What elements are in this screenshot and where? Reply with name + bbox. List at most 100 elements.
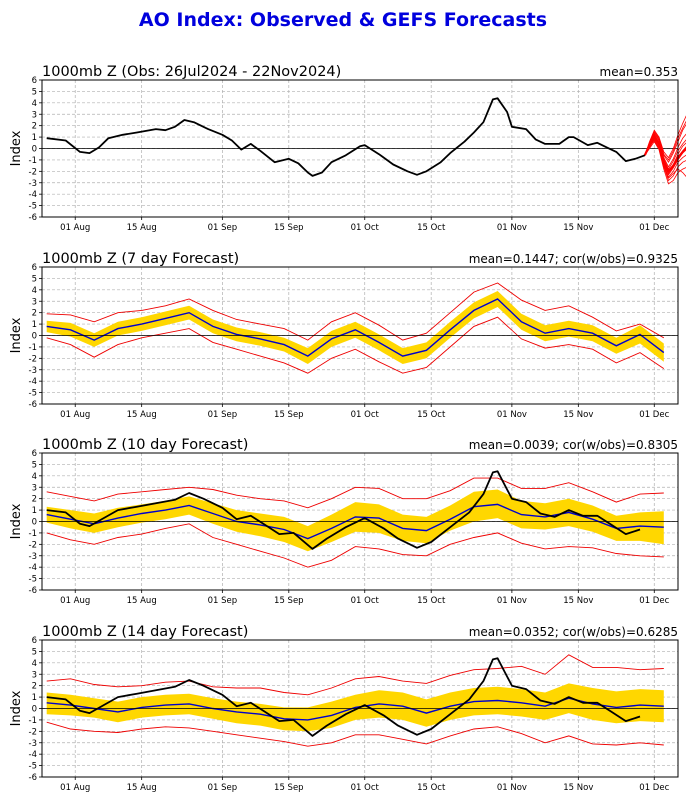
ensemble-member-line [644, 115, 686, 159]
chart-panel-3: -6-5 -4-3 -2-10 12 34 56 01 Aug 15 Aug 01 Sep 15 … [9, 437, 679, 606]
x-tick-label: 15 Nov [563, 783, 593, 793]
y-tick-label: 5 [32, 647, 37, 657]
x-tick-label: 15 Sep [274, 596, 304, 606]
x-tick-label: 15 Nov [563, 410, 593, 420]
y-tick-label: 6 [32, 636, 37, 646]
y-tick-label: 3 [32, 110, 37, 120]
chart-stat: mean=0.0352; cor(w/obs)=0.6285 [469, 625, 678, 639]
max-line [46, 282, 665, 341]
chart-title: 1000mb Z (Obs: 26Jul2024 - 22Nov2024) [42, 64, 341, 80]
y-tick-label: -5 [29, 389, 37, 399]
y-tick-label: 1 [32, 320, 37, 330]
y-tick-label: 5 [32, 274, 37, 284]
y-tick-label: 6 [32, 449, 37, 459]
y-tick-label: -1 [29, 343, 37, 353]
x-tick-label: 15 Sep [274, 223, 304, 233]
y-tick-label: -6 [29, 213, 37, 223]
x-tick-label: 01 Nov [497, 596, 527, 606]
max-line [46, 654, 664, 696]
observed-line [46, 470, 641, 550]
x-tick-label: 15 Oct [417, 783, 446, 793]
y-tick-label: 4 [32, 99, 37, 109]
chart-stat: mean=0.1447; cor(w/obs)=0.9325 [469, 252, 678, 266]
y-tick-label: -5 [29, 762, 37, 772]
y-tick-label: 1 [32, 693, 37, 703]
y-tick-label: 3 [32, 483, 37, 493]
x-tick-label: 01 Dec [639, 223, 669, 233]
chart-panel-2: -6-5 -4-3 -2-10 12 34 56 01 Aug 15 Aug 01 Sep 15 … [9, 251, 679, 420]
min-line [46, 721, 664, 747]
y-tick-label: -2 [29, 354, 37, 364]
chart-title: 1000mb Z (14 day Forecast) [42, 624, 248, 640]
x-tick-label: 15 Sep [274, 410, 304, 420]
y-tick-label: -6 [29, 586, 37, 596]
x-tick-label: 01 Aug [60, 783, 90, 793]
observed-line [46, 657, 641, 737]
x-tick-label: 15 Nov [563, 596, 593, 606]
y-tick-label: 0 [32, 518, 37, 528]
x-tick-label: 15 Nov [563, 223, 593, 233]
y-tick-label: 5 [32, 460, 37, 470]
y-axis-label: Index [9, 690, 24, 726]
y-tick-label: 5 [32, 87, 37, 97]
x-tick-label: 15 Oct [417, 596, 446, 606]
y-tick-label: 3 [32, 297, 37, 307]
y-tick-label: -3 [29, 179, 37, 189]
observed-line [46, 97, 646, 177]
x-tick-label: 01 Aug [60, 410, 90, 420]
chart-title: 1000mb Z (7 day Forecast) [42, 251, 239, 267]
page-title: AO Index: Observed & GEFS Forecasts [138, 9, 548, 31]
x-tick-label: 01 Dec [639, 596, 669, 606]
spread-band [46, 489, 664, 552]
min-line [46, 316, 665, 374]
x-tick-label: 15 Oct [417, 410, 446, 420]
spread-band [46, 291, 664, 364]
x-tick-label: 01 Aug [60, 596, 90, 606]
y-tick-label: 0 [32, 145, 37, 155]
x-tick-label: 01 Dec [639, 410, 669, 420]
y-tick-label: -2 [29, 167, 37, 177]
ensemble-member-line [644, 120, 686, 161]
y-tick-label: -1 [29, 156, 37, 166]
x-tick-label: 15 Aug [127, 410, 157, 420]
y-tick-label: -4 [29, 563, 37, 573]
ensemble-highlight-line [643, 133, 686, 174]
y-axis-label: Index [9, 130, 24, 166]
y-tick-label: -6 [29, 773, 37, 783]
chart-stat: mean=0.0039; cor(w/obs)=0.8305 [469, 438, 678, 452]
y-tick-label: 2 [32, 122, 37, 132]
y-tick-label: -3 [29, 552, 37, 562]
y-tick-label: 2 [32, 682, 37, 692]
x-tick-label: 01 Nov [497, 783, 527, 793]
y-tick-label: -3 [29, 366, 37, 376]
x-tick-label: 01 Oct [351, 410, 380, 420]
y-tick-label: -4 [29, 750, 37, 760]
chart-stat: mean=0.353 [600, 65, 678, 79]
x-tick-label: 01 Nov [497, 223, 527, 233]
x-tick-label: 01 Oct [351, 223, 380, 233]
y-tick-label: 1 [32, 133, 37, 143]
x-tick-label: 15 Aug [127, 223, 157, 233]
y-tick-label: -5 [29, 575, 37, 585]
y-tick-label: -1 [29, 529, 37, 539]
y-tick-label: 4 [32, 286, 37, 296]
chart-panel-1: -6-5 -4-3 -2-10 12 34 56 01 Aug 15 Aug 01 Sep 15 … [9, 64, 686, 233]
y-tick-label: -2 [29, 540, 37, 550]
y-tick-label: 0 [32, 332, 37, 342]
x-tick-label: 01 Oct [351, 596, 380, 606]
y-tick-label: -4 [29, 377, 37, 387]
y-tick-label: -2 [29, 727, 37, 737]
min-line [46, 523, 664, 568]
chart-panel-4: -6-5 -4-3 -2-10 12 34 56 01 Aug 15 Aug 01 Sep 15 … [9, 624, 679, 793]
y-tick-label: 2 [32, 309, 37, 319]
y-tick-label: -5 [29, 202, 37, 212]
y-axis-label: Index [9, 317, 24, 353]
x-tick-label: 15 Oct [417, 223, 446, 233]
x-tick-label: 15 Sep [274, 783, 304, 793]
y-tick-label: -6 [29, 400, 37, 410]
y-tick-label: -3 [29, 739, 37, 749]
y-tick-label: 4 [32, 472, 37, 482]
x-tick-label: 15 Aug [127, 596, 157, 606]
y-axis-label: Index [9, 503, 24, 539]
